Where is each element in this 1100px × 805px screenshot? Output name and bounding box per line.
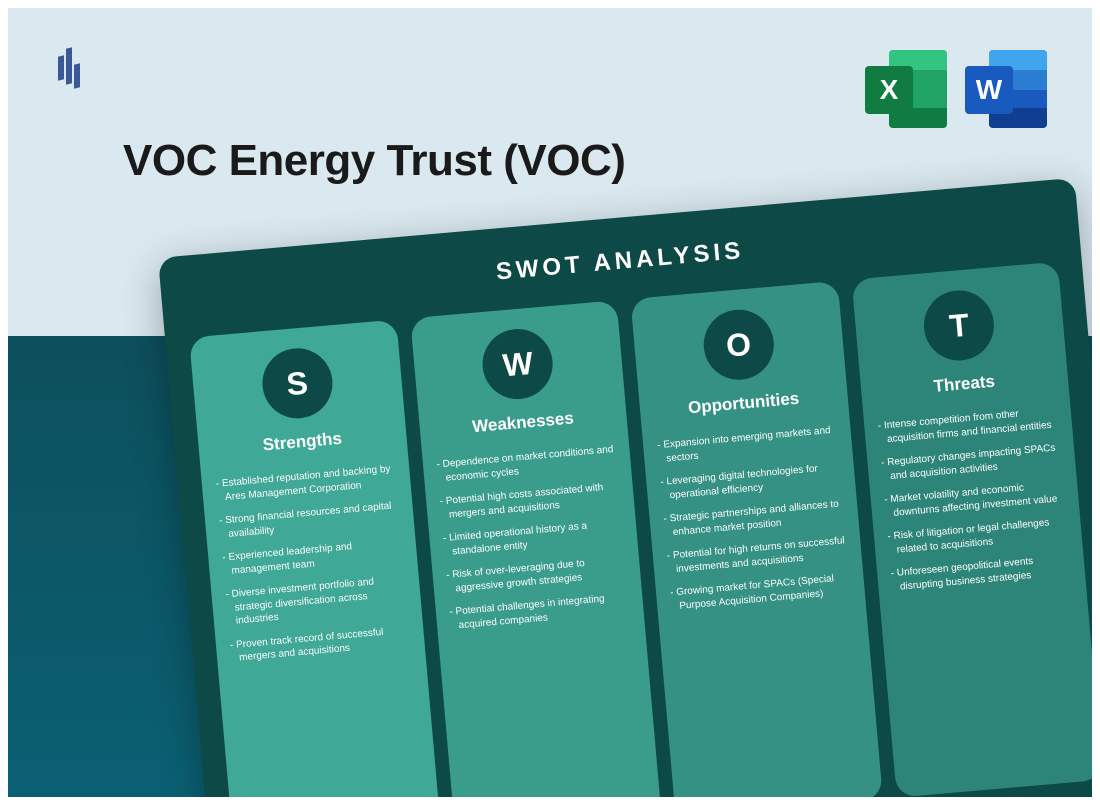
swot-column-o: OOpportunitiesExpansion into emerging ma… [630,281,882,797]
swot-column-w: WWeaknessesDependence on market conditio… [410,300,662,797]
swot-item-list: Established reputation and backing by Ar… [215,462,410,665]
swot-item: Risk of over-leveraging due to aggressiv… [446,553,627,596]
swot-item: Growing market for SPACs (Special Purpos… [670,571,851,614]
swot-letter-badge: O [701,307,777,383]
swot-item: Leveraging digital technologies for oper… [660,460,841,503]
swot-item: Strong financial resources and capital a… [219,499,400,542]
swot-item: Established reputation and backing by Ar… [215,462,396,505]
swot-column-label: Weaknesses [433,405,614,441]
swot-item: Expansion into emerging markets and sect… [657,424,838,467]
swot-item: Potential high costs associated with mer… [439,480,620,523]
swot-letter-badge: S [259,345,335,421]
swot-item: Experienced leadership and management te… [222,536,403,579]
swot-item: Strategic partnerships and alliances to … [663,497,844,540]
swot-columns: SStrengthsEstablished reputation and bac… [189,262,1092,797]
swot-letter-badge: W [480,326,556,402]
swot-item: Regulatory changes impacting SPACs and a… [881,441,1062,484]
page-frame: VOC Energy Trust (VOC) X W SWOT ANALYSIS… [8,8,1092,797]
swot-item-list: Intense competition from other acquisiti… [877,404,1071,594]
page-title: VOC Energy Trust (VOC) [123,136,625,186]
swot-item: Potential for high returns on successful… [666,534,847,577]
swot-item: Proven track record of successful merger… [229,623,410,666]
excel-letter: X [865,66,913,114]
swot-item: Dependence on market conditions and econ… [436,443,617,486]
swot-column-label: Opportunities [653,386,834,422]
word-letter: W [965,66,1013,114]
swot-column-label: Threats [874,366,1055,402]
swot-column-t: TThreatsIntense competition from other a… [851,262,1092,797]
swot-item: Potential challenges in integrating acqu… [449,590,630,633]
swot-item: Market volatility and economic downturns… [884,478,1065,521]
swot-item: Diverse investment portfolio and strateg… [225,573,407,629]
logo-bars-icon [58,48,80,88]
brand-logo [58,48,80,88]
swot-letter-badge: T [921,288,997,364]
swot-item: Risk of litigation or legal challenges r… [887,515,1068,558]
swot-item-list: Dependence on market conditions and econ… [436,443,630,633]
swot-item-list: Expansion into emerging markets and sect… [657,424,851,614]
swot-item: Intense competition from other acquisiti… [877,404,1058,447]
swot-card: SWOT ANALYSIS SStrengthsEstablished repu… [158,178,1092,797]
export-icons: X W [865,50,1047,132]
excel-icon[interactable]: X [865,50,947,132]
swot-column-label: Strengths [212,424,393,460]
swot-item: Unforeseen geopolitical events disruptin… [890,552,1071,595]
word-icon[interactable]: W [965,50,1047,132]
swot-item: Limited operational history as a standal… [442,517,623,560]
swot-column-s: SStrengthsEstablished reputation and bac… [189,320,441,797]
